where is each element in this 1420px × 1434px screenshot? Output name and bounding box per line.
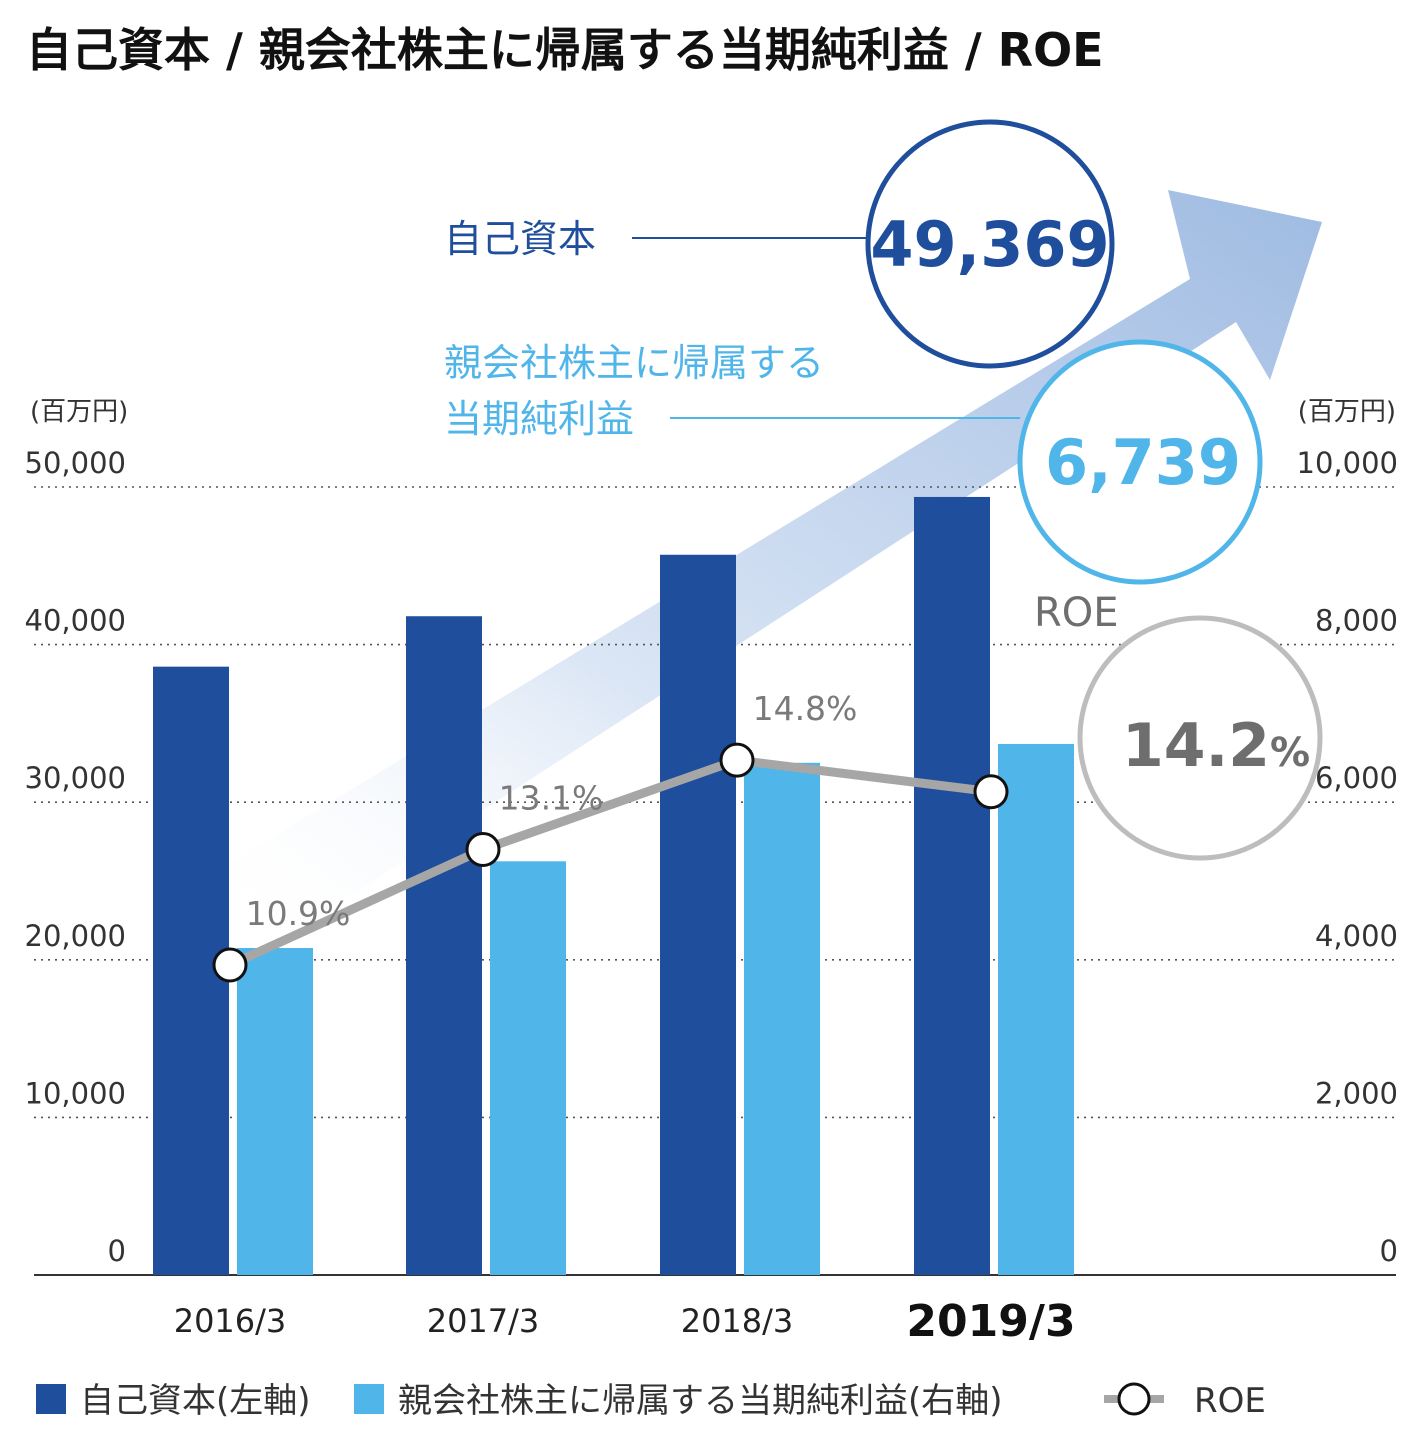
right-tick-label: 0 [1380,1234,1398,1268]
profit-callout-label-line1: 親会社株主に帰属する [444,341,824,385]
x-tick-label: 2018/3 [681,1302,794,1340]
chart-title: 自己資本 / 親会社株主に帰属する当期純利益 / ROE [26,23,1104,77]
roe-point [212,947,248,983]
legend-profit-swatch [354,1384,384,1414]
roe-point [719,742,755,778]
growth-arrow-icon [232,190,1322,943]
profit-bar [744,762,820,1275]
roe-callout-value: 14.2% [1122,711,1310,781]
roe-point [465,831,501,867]
legend-equity-label: 自己資本(左軸) [80,1381,311,1421]
equity-bar [406,616,482,1275]
right-tick-label: 4,000 [1315,919,1398,953]
x-tick-label: 2016/3 [174,1302,287,1340]
left-axis-ticks: 0 10,000 20,000 30,000 40,000 50,000 [25,446,126,1268]
left-tick-label: 30,000 [25,761,126,795]
left-tick-label: 10,000 [25,1076,126,1110]
x-tick-label: 2019/3 [906,1296,1075,1347]
right-axis-unit: (百万円) [1298,397,1396,427]
roe-data-label: 10.9% [246,894,351,933]
roe-line: 10.9% 13.1% 14.8% [212,689,1009,983]
roe-data-label: 13.1% [499,778,604,817]
left-tick-label: 20,000 [25,919,126,953]
x-tick-label: 2017/3 [427,1302,540,1340]
right-tick-label: 10,000 [1297,446,1398,480]
roe-polyline [228,755,992,970]
right-tick-label: 6,000 [1315,761,1398,795]
equity-bar [660,554,736,1275]
legend-roe-marker-icon [1117,1382,1151,1416]
left-tick-label: 0 [108,1234,126,1268]
legend-roe-label: ROE [1194,1381,1266,1421]
profit-callout-label-line2: 当期純利益 [444,397,634,441]
equity-callout-label: 自己資本 [444,217,596,261]
left-tick-label: 40,000 [25,604,126,638]
right-tick-label: 8,000 [1315,604,1398,638]
left-tick-label: 50,000 [25,446,126,480]
profit-callout-value: 6,739 [1045,426,1241,499]
equity-bar [914,496,990,1275]
left-axis-unit: (百万円) [30,397,128,427]
roe-point [973,774,1009,810]
roe-callout-circle [1077,615,1323,861]
profit-callout-circle [1017,339,1263,585]
equity-callout-circle [865,119,1115,369]
profit-bar [490,861,566,1275]
profit-bar [237,947,313,1275]
right-axis-ticks: 0 2,000 4,000 6,000 8,000 10,000 [1297,446,1398,1268]
legend-equity-swatch [36,1384,66,1414]
equity-callout-value: 49,369 [870,208,1109,281]
roe-callout-label: ROE [1034,590,1119,636]
profit-bar [998,743,1074,1275]
bars [153,496,1074,1275]
legend-profit-label: 親会社株主に帰属する当期純利益(右軸) [398,1381,1003,1421]
right-tick-label: 2,000 [1315,1076,1398,1110]
x-axis-labels: 2016/3 2017/3 2018/3 2019/3 [174,1296,1076,1347]
roe-data-label: 14.8% [753,689,858,728]
